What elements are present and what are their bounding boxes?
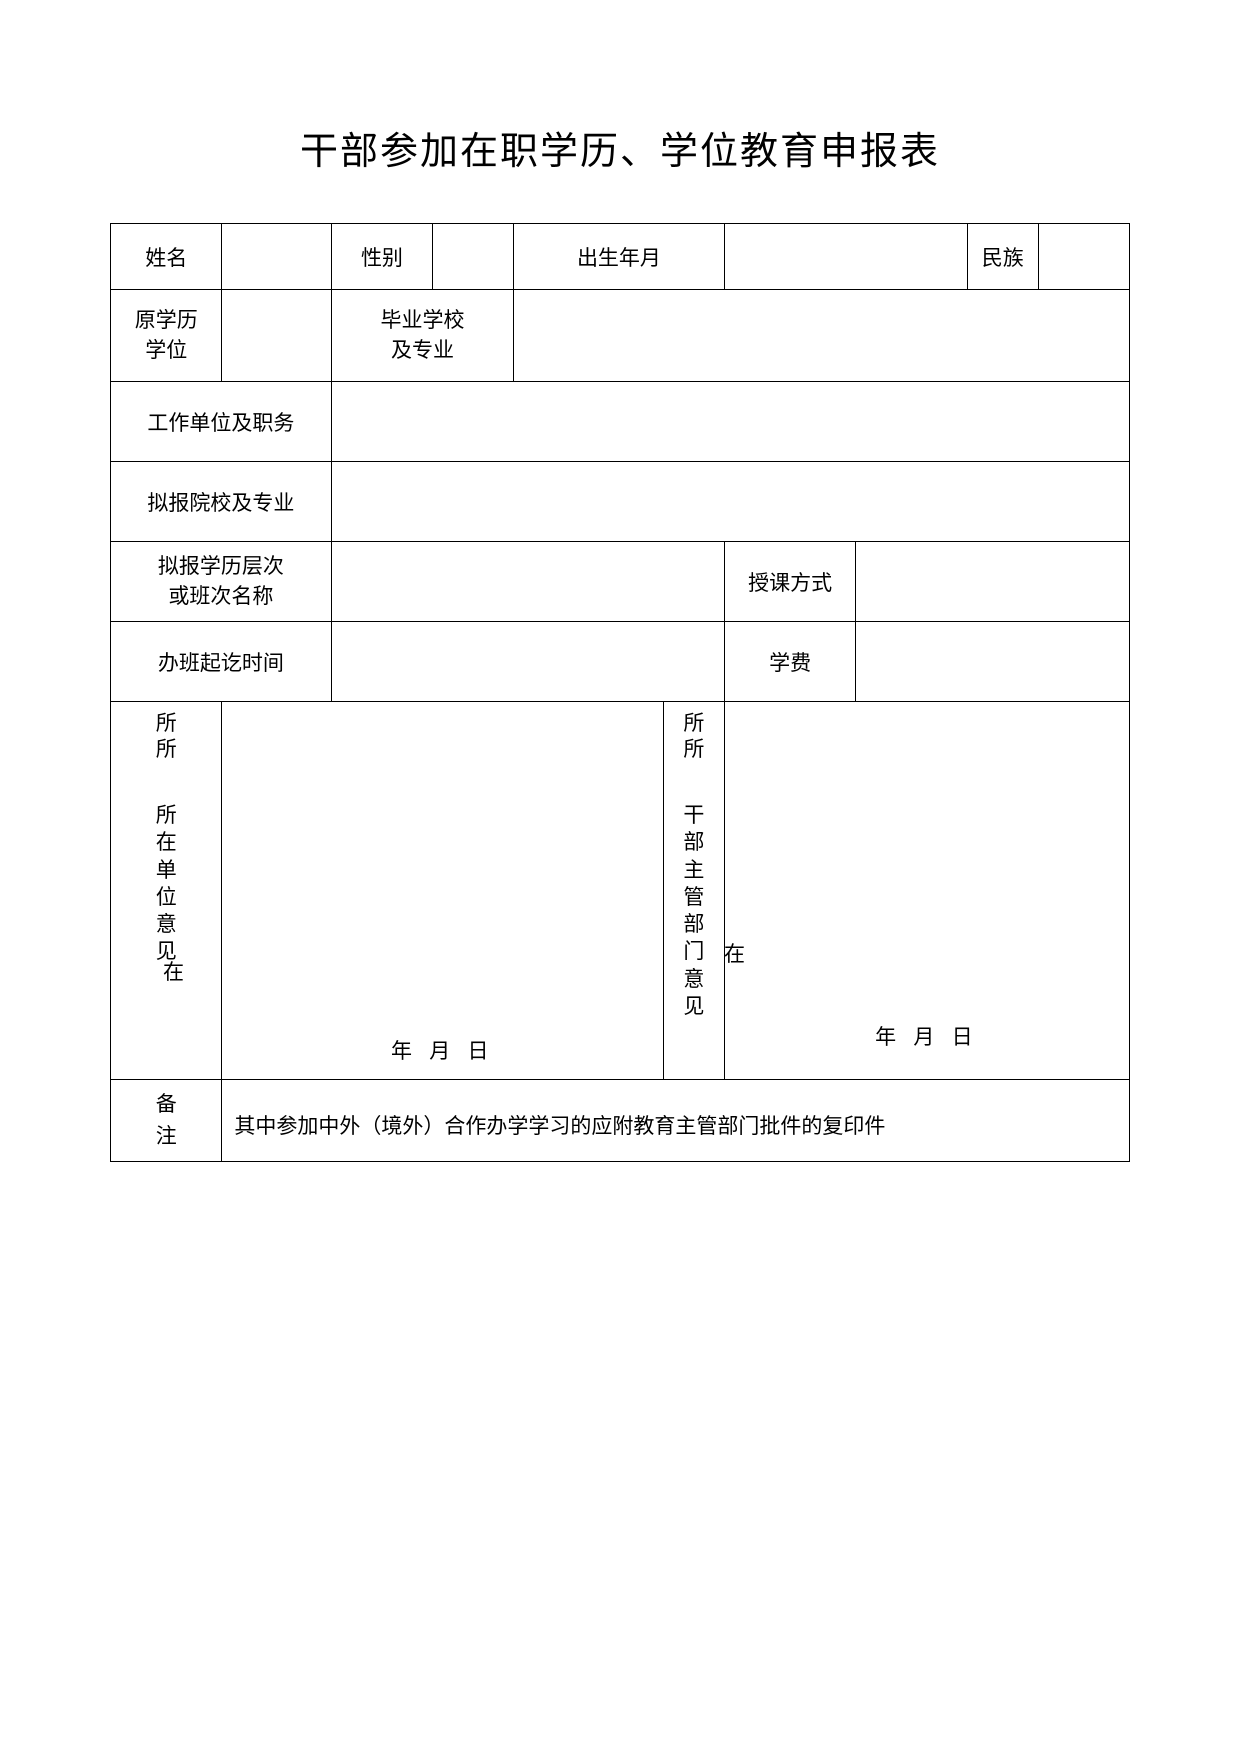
dept-opinion-suo2: 所 — [664, 736, 724, 762]
label-ethnicity: 民族 — [967, 224, 1038, 290]
unit-opinion-char5: 意 — [156, 911, 177, 938]
notes-char2: 注 — [111, 1121, 221, 1153]
label-grad-school-line1: 毕业学校 — [332, 306, 513, 335]
application-form-table: 姓名 性别 出生年月 民族 原学历 学位 毕业学校 及专业 — [110, 223, 1130, 1162]
form-title: 干部参加在职学历、学位教育申报表 — [110, 120, 1130, 175]
label-birth: 出生年月 — [514, 224, 725, 290]
label-prev-education-line2: 学位 — [111, 336, 221, 365]
value-gender[interactable] — [433, 224, 514, 290]
dept-opinion-zai: 在 — [724, 938, 745, 968]
unit-opinion-char1: 所 — [156, 802, 177, 829]
row-target-school: 拟报院校及专业 — [111, 462, 1130, 542]
label-tuition: 学费 — [724, 622, 856, 702]
label-notes: 备 注 — [111, 1080, 222, 1162]
label-unit-opinion: 所 所 所 在 单 位 意 见 在 — [111, 702, 222, 1080]
value-birth[interactable] — [724, 224, 967, 290]
row-opinions: 所 所 所 在 单 位 意 见 在 年 月 日 所 所 — [111, 702, 1130, 1080]
value-unit-opinion[interactable]: 年 月 日 — [222, 702, 664, 1080]
unit-opinion-vertical: 所 在 单 位 意 见 — [156, 802, 177, 966]
label-grad-school: 毕业学校 及专业 — [331, 290, 513, 382]
dept-opinion-suo1: 所 — [664, 710, 724, 736]
label-target-level-line1: 拟报学历层次 — [111, 552, 331, 581]
label-gender: 性别 — [331, 224, 432, 290]
unit-opinion-char2: 在 — [156, 829, 177, 856]
row-basic-info: 姓名 性别 出生年月 民族 — [111, 224, 1130, 290]
notes-char1: 备 — [111, 1089, 221, 1121]
label-target-school: 拟报院校及专业 — [111, 462, 332, 542]
value-tuition[interactable] — [856, 622, 1130, 702]
dept-opinion-char2: 主管 — [679, 857, 709, 912]
value-ethnicity[interactable] — [1038, 224, 1129, 290]
label-grad-school-line2: 及专业 — [332, 336, 513, 365]
value-work-unit[interactable] — [331, 382, 1129, 462]
value-name[interactable] — [222, 224, 331, 290]
value-grad-school[interactable] — [514, 290, 1130, 382]
value-notes: 其中参加中外（境外）合作办学学习的应附教育主管部门批件的复印件 — [222, 1080, 1130, 1162]
dept-opinion-top: 所 所 — [664, 710, 724, 763]
value-dept-opinion[interactable]: 年 月 日 — [724, 702, 1129, 1080]
dept-opinion-char1: 干部 — [679, 802, 709, 857]
label-target-level: 拟报学历层次 或班次名称 — [111, 542, 332, 622]
row-class-duration: 办班起讫时间 学费 — [111, 622, 1130, 702]
value-target-level[interactable] — [331, 542, 724, 622]
label-prev-education: 原学历 学位 — [111, 290, 222, 382]
label-teaching-method: 授课方式 — [724, 542, 856, 622]
dept-opinion-date: 年 月 日 — [725, 1021, 1129, 1079]
label-class-duration: 办班起讫时间 — [111, 622, 332, 702]
dept-opinion-vertical: 干部 主管 部门 意见 — [679, 802, 709, 1020]
label-name: 姓名 — [111, 224, 222, 290]
value-target-school[interactable] — [331, 462, 1129, 542]
value-class-duration[interactable] — [331, 622, 724, 702]
unit-opinion-date: 年 月 日 — [222, 1035, 663, 1079]
unit-opinion-char3: 单 — [156, 857, 177, 884]
label-work-unit: 工作单位及职务 — [111, 382, 332, 462]
label-prev-education-line1: 原学历 — [111, 306, 221, 335]
unit-opinion-zai: 在 — [163, 956, 184, 986]
unit-opinion-top: 所 所 — [111, 710, 221, 763]
row-prev-education: 原学历 学位 毕业学校 及专业 — [111, 290, 1130, 382]
page-container: 干部参加在职学历、学位教育申报表 姓名 性别 出生年月 民族 — [0, 0, 1240, 1162]
label-dept-opinion: 所 所 干部 主管 部门 意见 在 — [664, 702, 725, 1080]
row-target-level: 拟报学历层次 或班次名称 授课方式 — [111, 542, 1130, 622]
unit-opinion-suo2: 所 — [111, 736, 221, 762]
unit-opinion-char4: 位 — [156, 884, 177, 911]
dept-opinion-char4: 意见 — [679, 966, 709, 1021]
dept-opinion-char3: 部门 — [679, 911, 709, 966]
row-work-unit: 工作单位及职务 — [111, 382, 1130, 462]
value-prev-education[interactable] — [222, 290, 331, 382]
value-teaching-method[interactable] — [856, 542, 1130, 622]
unit-opinion-suo1: 所 — [111, 710, 221, 736]
label-target-level-line2: 或班次名称 — [111, 582, 331, 611]
row-notes: 备 注 其中参加中外（境外）合作办学学习的应附教育主管部门批件的复印件 — [111, 1080, 1130, 1162]
